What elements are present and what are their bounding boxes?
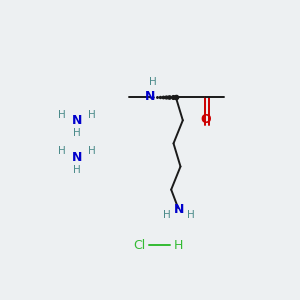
Text: N: N [72, 114, 82, 127]
Text: H: H [88, 110, 96, 119]
Text: N: N [145, 90, 155, 103]
Text: N: N [72, 151, 82, 164]
Text: H: H [73, 128, 81, 138]
Text: Cl: Cl [134, 238, 146, 252]
Text: H: H [173, 238, 183, 252]
Text: N: N [174, 203, 184, 216]
Text: O: O [201, 113, 212, 126]
Text: H: H [88, 146, 96, 157]
Text: H: H [163, 210, 171, 220]
Text: H: H [187, 210, 195, 220]
Text: H: H [58, 146, 66, 157]
Text: H: H [149, 77, 157, 87]
Text: H: H [73, 165, 81, 175]
Text: H: H [58, 110, 66, 119]
